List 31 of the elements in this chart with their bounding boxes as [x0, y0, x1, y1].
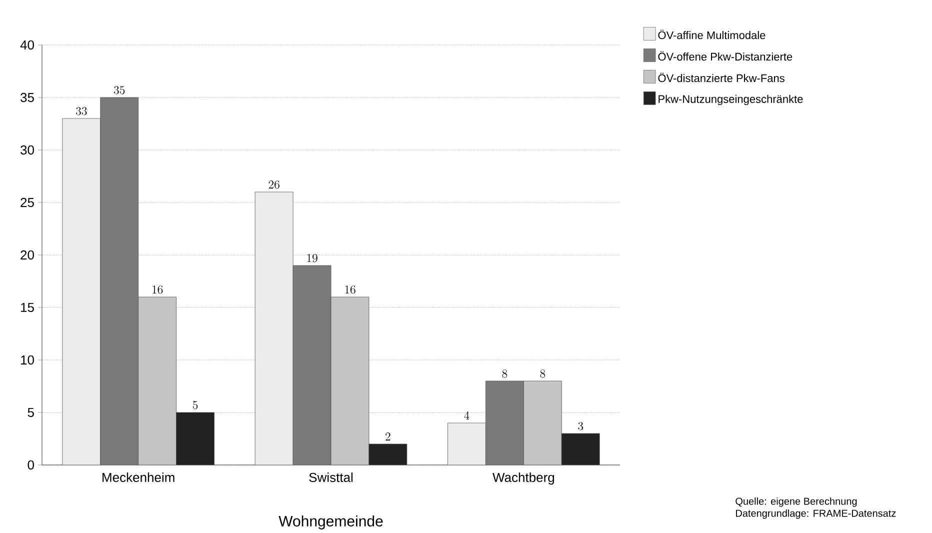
data-label: 19 [307, 254, 318, 262]
x-axis-title: Wohngemeinde [278, 516, 383, 530]
data-label: 8 [540, 370, 546, 378]
legend-label: Pkw-Nutzungseingeschränkte [658, 94, 803, 106]
data-label: 5 [192, 401, 198, 410]
y-tick-label: 30 [20, 145, 34, 155]
data-label: 26 [268, 180, 280, 189]
y-tick-label: 5 [28, 408, 34, 418]
y-tick-label: 40 [20, 40, 34, 50]
data-label: 8 [502, 370, 508, 378]
x-tick-label: Meckenheim [102, 472, 174, 482]
data-label: 16 [345, 286, 356, 294]
data-label: 2 [386, 432, 390, 441]
data-label: 35 [114, 86, 125, 94]
source-note: Quelle: eigene Berechnung [736, 498, 857, 507]
legend-label: ÖV-offene Pkw-Distanzierte [658, 51, 792, 61]
y-tick-label: 10 [21, 355, 34, 365]
data-label: 4 [464, 412, 470, 420]
y-tick-label: 15 [21, 303, 34, 312]
data-label: 16 [152, 286, 163, 294]
y-tick-label: 35 [20, 92, 34, 102]
x-tick-label: Wachtberg [492, 472, 554, 485]
data-label: 33 [76, 107, 87, 116]
legend-label: ÖV-affine Multimodale [658, 30, 766, 40]
legend-label: ÖV-distanzierte Pkw-Fans [658, 72, 784, 82]
y-tick-label: 0 [28, 460, 34, 470]
text: Datengrundlage: FRAME-Datensatz [736, 510, 896, 519]
data-label: 3 [578, 422, 584, 430]
y-tick-label: 20 [20, 250, 34, 260]
y-tick-label: 25 [20, 198, 34, 208]
x-tick-label: Swisttal [309, 472, 353, 482]
